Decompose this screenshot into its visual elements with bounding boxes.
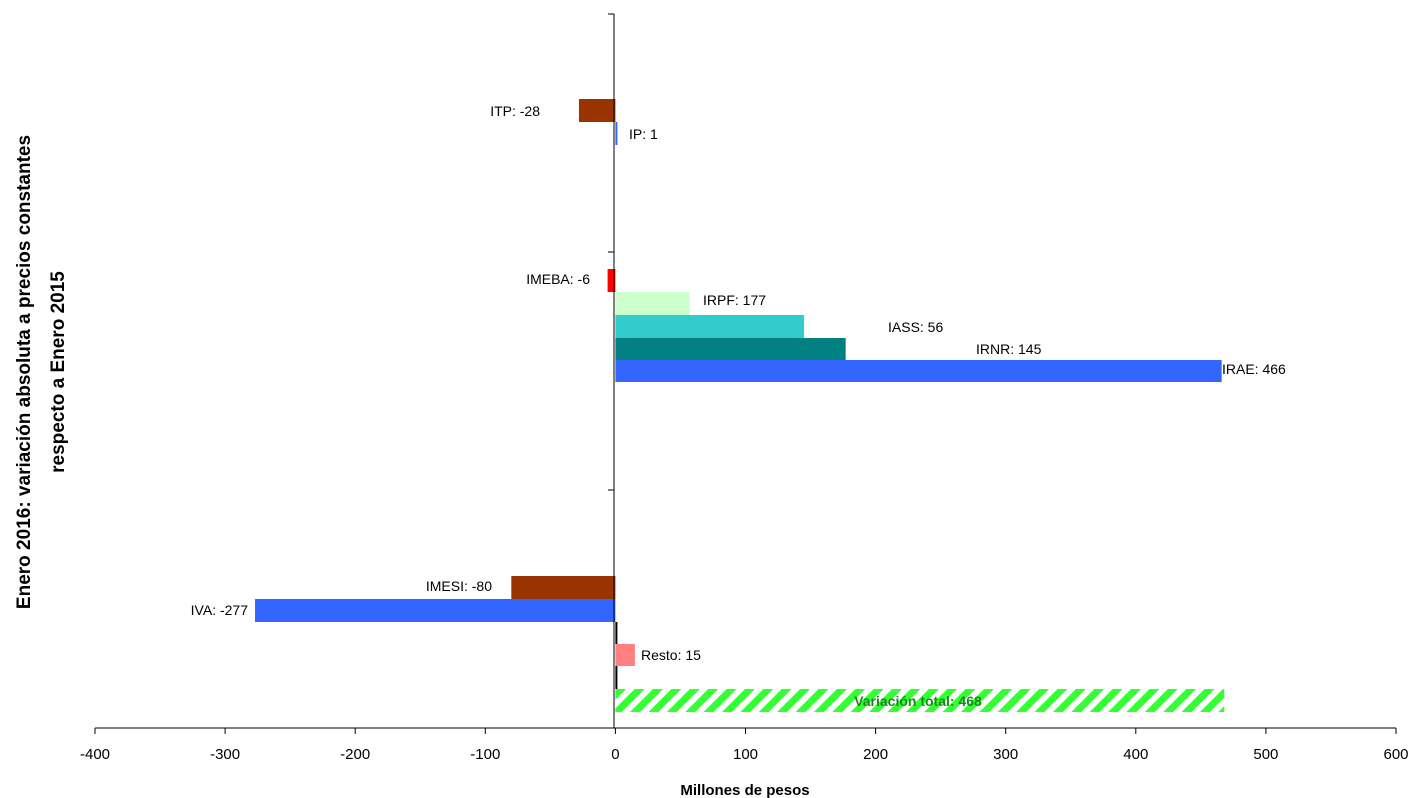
x-tick-label: 500 bbox=[1253, 746, 1278, 763]
bar-iass bbox=[615, 315, 805, 338]
x-tick-label: 400 bbox=[1123, 746, 1148, 763]
x-tick-label: 200 bbox=[863, 746, 888, 763]
bar-label-iva: IVA: -277 bbox=[191, 602, 249, 618]
y-axis-title-line-2: respecto a Enero 2015 bbox=[48, 271, 69, 473]
x-tick-label: -300 bbox=[210, 746, 240, 763]
bar-label-irae: IRAE: 466 bbox=[1222, 361, 1286, 377]
bar-ip bbox=[615, 122, 618, 145]
x-tick-label: 300 bbox=[993, 746, 1018, 763]
bar-label-variaci-n-total: Variación total: 468 bbox=[854, 693, 982, 709]
x-tick-label: 600 bbox=[1383, 746, 1408, 763]
x-tick-label: 0 bbox=[611, 746, 619, 763]
y-axis-title-line-1: Enero 2016: variación absoluta a precios… bbox=[14, 135, 35, 609]
bar-label-imesi: IMESI: -80 bbox=[426, 578, 492, 594]
bar-label-resto: Resto: 15 bbox=[641, 647, 701, 663]
x-axis-title: Millones de pesos bbox=[680, 782, 809, 798]
bar-irnr bbox=[615, 338, 846, 361]
x-tick-label: -100 bbox=[470, 746, 500, 763]
bar-irpf bbox=[615, 292, 690, 315]
bar-imesi bbox=[511, 576, 616, 599]
bar-label-imeba: IMEBA: -6 bbox=[526, 271, 590, 287]
bar-label-irnr: IRNR: 145 bbox=[976, 341, 1042, 357]
x-tick-label: -200 bbox=[340, 746, 370, 763]
bar-imeba bbox=[607, 269, 616, 292]
bar-resto bbox=[615, 644, 635, 666]
bar-itp bbox=[578, 99, 616, 122]
y-axis-title: Enero 2016: variación absoluta a precios… bbox=[14, 135, 69, 609]
bar-label-ip: IP: 1 bbox=[629, 126, 658, 142]
bar-variaci-n-total bbox=[615, 689, 1225, 712]
bar-label-itp: ITP: -28 bbox=[490, 103, 540, 119]
bar-irae bbox=[615, 360, 1222, 382]
x-tick-label: 100 bbox=[733, 746, 758, 763]
bar-iva bbox=[255, 599, 616, 622]
bar-label-irpf: IRPF: 177 bbox=[703, 292, 766, 308]
bar-label-iass: IASS: 56 bbox=[888, 319, 943, 335]
x-tick-label: -400 bbox=[80, 746, 110, 763]
